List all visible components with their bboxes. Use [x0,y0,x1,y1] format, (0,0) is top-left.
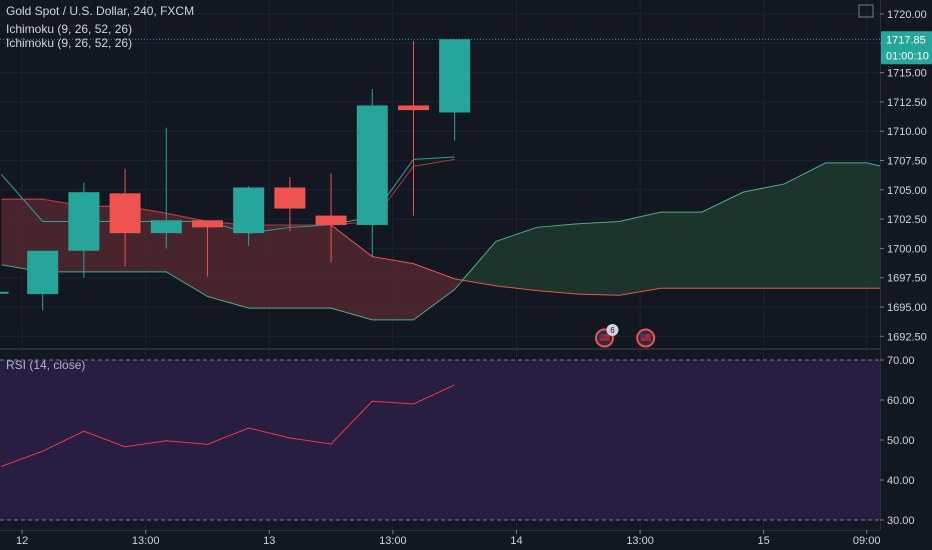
senkou-span-b-line [1,162,908,321]
price-tick-label: 1705.00 [887,185,927,197]
rsi-band [0,360,880,520]
cloud-bullish [460,162,908,296]
time-tick-label: 13 [263,535,275,547]
price-tick-label: 1710.00 [887,126,927,138]
price-tick-label: 1715.00 [887,68,927,80]
time-tick-label: 13:00 [626,535,654,547]
price-tick-label: 1702.50 [887,214,927,226]
fullscreen-icon[interactable] [855,2,877,20]
candle-body[interactable] [150,220,182,234]
candle-body[interactable] [109,193,141,234]
price-tick-label: 1692.50 [887,331,927,343]
candle-body[interactable] [274,187,306,209]
event-count-badge [606,324,619,336]
price-tick-label: 1712.50 [887,97,927,109]
candle-body[interactable] [68,192,100,251]
time-tick-label: 14 [510,535,522,547]
candle-body[interactable] [397,105,429,111]
time-tick-label: 15 [758,535,770,547]
price-tick-label: 1707.50 [887,156,927,168]
rsi-legend[interactable]: RSI (14, close) [6,358,86,372]
event-markers[interactable]: 6 [594,324,656,348]
candle-body[interactable] [191,220,223,228]
time-tick-label: 13:00 [132,535,160,547]
rsi-line [1,384,455,467]
rsi-tick-label: 40.00 [887,475,915,487]
rsi-tick-label: 70.00 [887,355,915,367]
candle-body[interactable] [356,105,388,225]
rsi-tick-label: 60.00 [887,395,915,407]
price-tick-label: 1720.00 [887,9,927,21]
price-axis-bg [880,0,932,550]
us-flag-canton [599,334,605,338]
candle-body[interactable] [315,215,347,225]
candle-body[interactable] [0,291,9,294]
time-tick-label: 12 [16,535,28,547]
ichimoku-legend-1[interactable]: Ichimoku (9, 26, 52, 26) [6,22,133,36]
rsi-tick-label: 50.00 [887,435,915,447]
time-tick-label: 09:00 [853,535,881,547]
last-price-label[interactable] [881,31,932,65]
candle-body[interactable] [439,39,471,113]
candle-body[interactable] [233,187,265,234]
time-tick-label: 13:00 [379,535,407,547]
rsi-pane[interactable] [0,348,880,521]
price-tick-label: 1697.50 [887,273,927,285]
event-count-text: 6 [610,326,615,335]
last-price-value: 1717.85 [886,34,926,46]
price-tick-label: 1695.00 [887,302,927,314]
symbol-title[interactable]: Gold Spot / U.S. Dollar, 240, FXCM [6,4,195,18]
bar-countdown: 01:00:10 [886,50,929,62]
us-flag-canton [640,334,646,338]
rsi-tick-label: 30.00 [887,515,915,527]
candle-body[interactable] [27,250,59,295]
ichimoku-legend-2[interactable]: Ichimoku (9, 26, 52, 26) [6,36,133,50]
price-tick-label: 1700.00 [887,243,927,255]
candles[interactable] [0,39,471,311]
